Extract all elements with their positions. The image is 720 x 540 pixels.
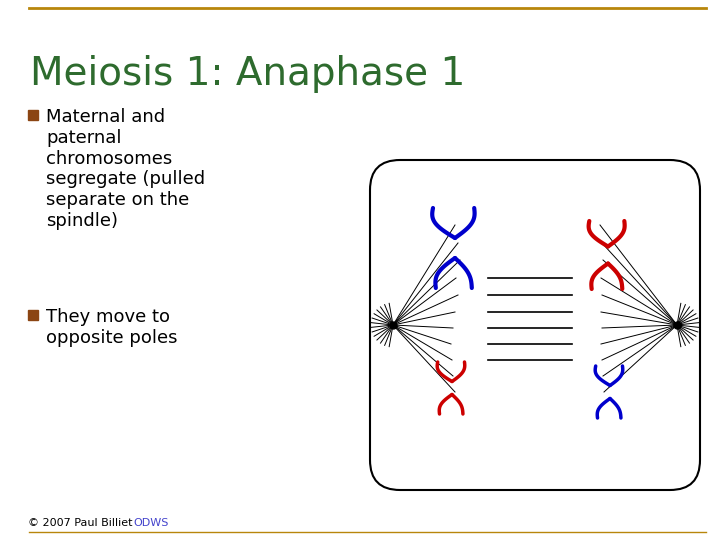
Text: Meiosis 1: Anaphase 1: Meiosis 1: Anaphase 1 — [30, 55, 465, 93]
Bar — [28, 310, 38, 320]
Bar — [28, 110, 38, 120]
Text: © 2007 Paul Billiet: © 2007 Paul Billiet — [28, 518, 136, 528]
Text: Maternal and
paternal
chromosomes
segregate (pulled
separate on the
spindle): Maternal and paternal chromosomes segreg… — [46, 108, 205, 230]
Text: They move to
opposite poles: They move to opposite poles — [46, 308, 178, 347]
Text: ODWS: ODWS — [133, 518, 168, 528]
FancyBboxPatch shape — [370, 160, 700, 490]
